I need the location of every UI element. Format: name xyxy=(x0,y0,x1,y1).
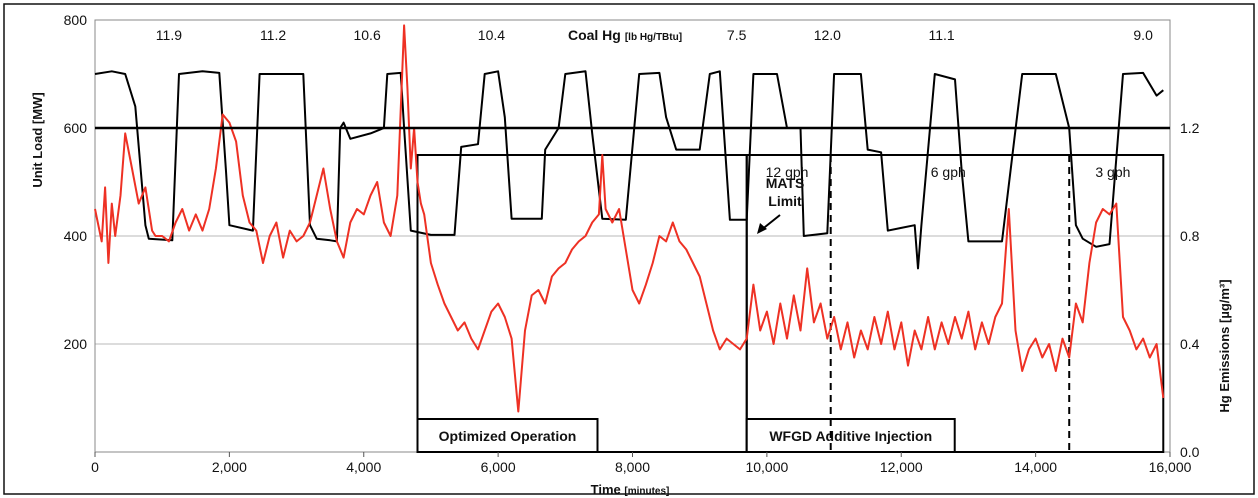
x-axis-unit: [minutes] xyxy=(624,486,669,497)
phase-label: 12 gph xyxy=(766,164,809,180)
x-axis-title: Time [minutes] xyxy=(591,482,670,497)
x-tick-label: 4,000 xyxy=(346,459,381,475)
y-left-tick-label: 800 xyxy=(64,12,88,28)
y-left-axis-title-text: Unit Load xyxy=(30,128,45,188)
x-tick-label: 16,000 xyxy=(1149,459,1192,475)
coal-hg-value: 7.5 xyxy=(727,27,747,43)
coal-hg-title-text: Coal Hg xyxy=(568,27,621,43)
figure-border xyxy=(3,3,1255,495)
y-right-axis-ticks: 0.0 0.4 0.8 1.2 xyxy=(1180,120,1200,460)
y-right-tick-label: 0.0 xyxy=(1180,444,1200,460)
x-tick-label: 8,000 xyxy=(615,459,650,475)
mats-label-line2: Limit xyxy=(768,193,802,209)
x-tick-label: 6,000 xyxy=(481,459,516,475)
gridlines xyxy=(95,19,1170,453)
region-label-1: Optimized Operation xyxy=(439,428,577,444)
coal-hg-value: 11.9 xyxy=(156,27,182,43)
coal-hg-unit: [lb Hg/TBtu] xyxy=(625,32,682,43)
coal-hg-value: 10.4 xyxy=(478,27,505,43)
y-right-tick-label: 0.8 xyxy=(1180,228,1200,244)
phase-labels: 12 gph 6 gph 3 gph xyxy=(766,164,1131,180)
coal-hg-value: 12.0 xyxy=(814,27,841,43)
annotation-boxes: Optimized Operation WFGD Additive Injecti… xyxy=(416,154,1165,453)
region-box-2 xyxy=(745,154,1165,453)
hg-emissions-line xyxy=(94,24,1165,413)
unit-load-line xyxy=(94,70,1164,270)
region-box-1 xyxy=(416,154,748,453)
y-right-axis-title-text: Hg Emissions xyxy=(1217,327,1232,413)
y-left-axis-ticks: 200 400 600 800 xyxy=(64,12,88,352)
region-label-box-1 xyxy=(416,418,599,453)
y-left-axis-unit: [MW] xyxy=(30,92,45,124)
y-right-tick-label: 1.2 xyxy=(1180,120,1200,136)
y-left-tick-label: 600 xyxy=(64,120,88,136)
coal-hg-value: 9.0 xyxy=(1133,27,1153,43)
mats-limit: MATS Limit xyxy=(95,126,1170,234)
region-label-box-2 xyxy=(745,418,956,453)
mats-arrow-head xyxy=(757,223,767,234)
phase-label: 3 gph xyxy=(1095,164,1130,180)
x-tick-label: 0 xyxy=(91,459,99,475)
coal-hg-value: 11.1 xyxy=(928,27,954,43)
coal-hg-title: Coal Hg [lb Hg/TBtu] xyxy=(568,27,682,43)
y-left-axis-title: Unit Load [MW] xyxy=(30,92,45,187)
coal-hg-value: 10.6 xyxy=(353,27,380,43)
y-right-tick-label: 0.4 xyxy=(1180,336,1200,352)
y-right-axis-title: Hg Emissions [µg/m³] xyxy=(1217,279,1232,412)
y-left-tick-label: 200 xyxy=(64,336,88,352)
phase-label: 6 gph xyxy=(931,164,966,180)
x-axis-ticks: 0 2,000 4,000 6,000 8,000 10,000 12,000 14,000 1… xyxy=(91,452,1192,475)
x-tick-label: 2,000 xyxy=(212,459,247,475)
mats-label-line1: MATS xyxy=(766,175,805,191)
series-lines xyxy=(94,24,1165,413)
y-left-tick-label: 400 xyxy=(64,228,88,244)
coal-hg-annotations: Coal Hg [lb Hg/TBtu] 11.9 11.2 10.6 10.4 7.5 12… xyxy=(156,27,1153,43)
y-right-axis-unit: [µg/m³] xyxy=(1217,279,1232,323)
x-tick-label: 12,000 xyxy=(880,459,923,475)
x-tick-label: 14,000 xyxy=(1014,459,1057,475)
coal-hg-value: 11.2 xyxy=(260,27,286,43)
x-tick-label: 10,000 xyxy=(745,459,788,475)
region-label-2: WFGD Additive Injection xyxy=(769,428,932,444)
x-axis-title-text: Time xyxy=(591,482,621,497)
